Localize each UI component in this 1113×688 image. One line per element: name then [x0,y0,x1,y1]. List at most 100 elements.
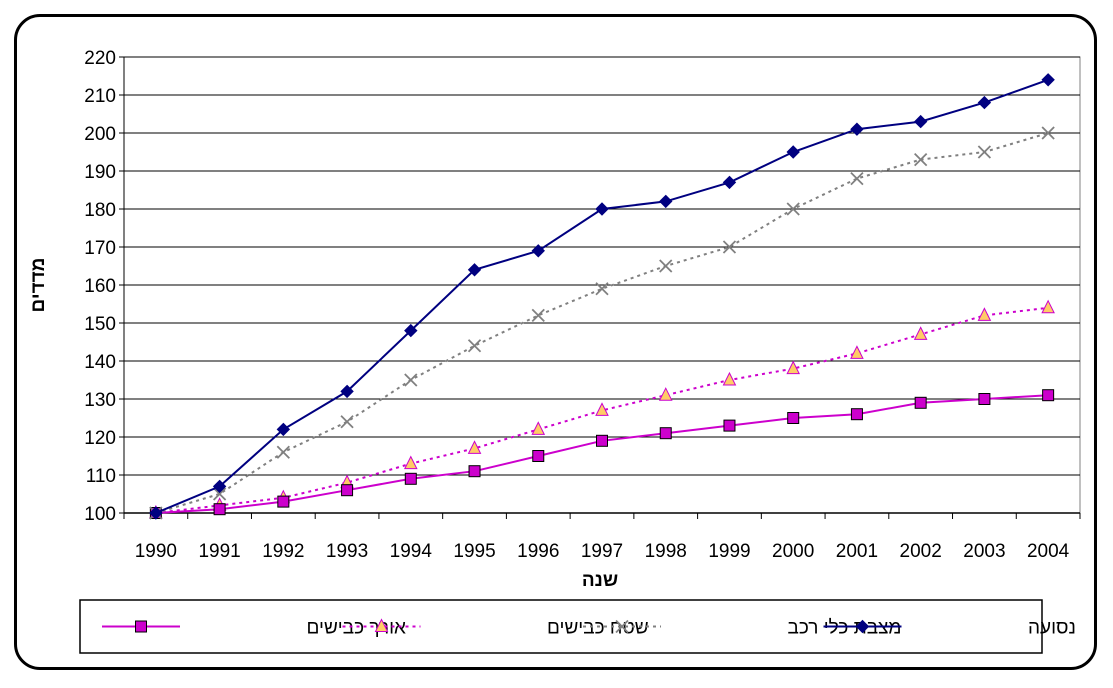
data-point [978,393,991,405]
marker-stroke [531,308,545,323]
x-tick-label: 1996 [517,541,559,562]
marker-stroke [212,487,227,501]
y-tick-label: 120 [84,428,116,449]
data-point [404,323,418,338]
marker-stroke [786,202,800,216]
data-point [786,360,801,375]
data-point [850,171,864,186]
y-axis-title: מדדים [28,258,49,313]
y-tick-label: 140 [84,352,116,373]
data-point [595,202,609,216]
data-point [276,445,290,459]
data-point [723,419,736,432]
y-tick-label: 110 [86,466,116,487]
y-tick-label: 190 [84,162,116,183]
x-tick-label: 1992 [262,541,304,562]
data-point [659,259,673,273]
legend-item: נסועה [823,618,1076,639]
data-point [531,421,546,435]
data-point [658,387,673,401]
data-point [276,422,291,437]
marker-stroke [659,259,673,273]
data-point [213,503,226,516]
data-point [977,307,992,321]
x-axis-title: שנה [582,570,618,591]
data-point [977,145,992,159]
data-point [595,402,609,416]
marker-stroke [850,171,864,186]
marker-stroke [404,373,418,387]
data-point [212,487,227,501]
marker-stroke [595,282,609,296]
x-tick-label: 1995 [453,541,495,562]
x-tick-label: 1991 [198,541,240,562]
legend-label: מצבת כלי רכב [788,618,902,639]
legend-marker [855,619,870,634]
series-3 [149,389,1055,519]
legend: אורך כבישים שטח כבישים מצבת כלי רכב נסועה [79,599,1076,654]
x-tick-label: 1997 [581,541,623,562]
data-point [722,240,737,254]
x-tick-label: 2004 [1027,541,1070,562]
x-tick-label: 1990 [135,541,177,562]
data-point [659,427,672,440]
data-point [531,308,545,323]
data-point [341,484,354,497]
legend-marker [615,619,629,634]
marker-stroke [467,339,482,353]
y-tick-label: 160 [84,276,116,297]
data-point [1042,389,1055,402]
data-point [850,122,864,136]
data-point [850,345,864,359]
data-point [722,175,737,190]
x-tick-label: 1994 [390,541,433,562]
y-tick-label: 180 [84,200,116,221]
data-point [467,339,482,353]
legend-label: אורך כבישים [307,618,407,639]
data-point [467,263,482,277]
data-point [659,194,673,209]
data-point [787,412,800,424]
data-point [1041,73,1055,87]
data-point [786,202,800,216]
data-point [403,455,418,470]
data-point [532,450,545,462]
x-tick-label: 1998 [645,541,687,562]
data-point [914,396,927,409]
y-tick-label: 200 [84,124,116,145]
x-tick-label: 1999 [708,541,750,562]
data-point [1041,299,1055,314]
data-point [977,95,992,110]
legend-item: שטח כבישים [342,618,649,639]
x-tick-label: 2000 [772,541,814,562]
legend-item: מצבת כלי רכב [583,618,901,639]
data-point [468,465,481,478]
data-point [1041,126,1055,140]
data-point [340,415,354,429]
axes: 100 110 120 130 140 150 160 170 180 190 200 210 220 1… [84,48,1081,562]
data-point [404,373,418,387]
legend-label: שטח כבישים [547,618,649,639]
marker-stroke [914,152,928,167]
y-tick-label: 220 [84,48,116,69]
legend-marker [135,620,147,633]
marker-stroke [1041,126,1055,140]
data-point [786,145,800,159]
legend-label: נסועה [1028,618,1076,639]
series-0 [149,73,1055,520]
y-tick-label: 150 [84,314,116,335]
data-point [595,282,609,296]
series-1 [149,126,1055,520]
data-point [722,371,737,386]
marker-stroke [340,415,354,429]
data-point [531,244,545,258]
marker-stroke [977,145,992,159]
series-layer [149,73,1055,520]
data-point [914,152,928,167]
y-tick-label: 130 [84,390,116,411]
marker-stroke [615,619,629,634]
data-point [913,326,928,340]
y-tick-label: 100 [84,504,116,525]
x-tick-label: 2001 [836,541,878,562]
